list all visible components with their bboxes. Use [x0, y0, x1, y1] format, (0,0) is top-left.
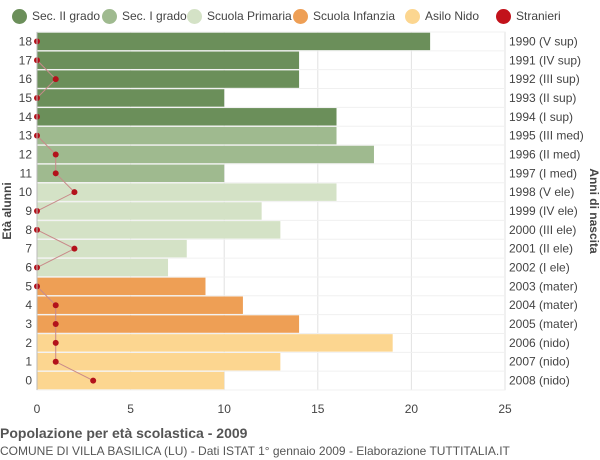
- legend-swatch-stranieri: [496, 8, 511, 24]
- age-label: 16: [19, 72, 33, 86]
- birth-year-label: 1990 (V sup): [509, 34, 578, 48]
- age-label: 7: [25, 242, 32, 256]
- birth-year-label: 2002 (I ele): [509, 261, 570, 275]
- legend-item-nido: Asilo Nido: [405, 6, 479, 26]
- birth-year-label: 2001 (II ele): [509, 242, 573, 256]
- birth-year-label: 1994 (I sup): [509, 110, 573, 124]
- x-tick-label: 20: [405, 402, 419, 416]
- bar-age-5: [37, 277, 206, 296]
- bar-age-6: [37, 258, 169, 277]
- age-label: 6: [25, 261, 32, 275]
- birth-year-label: 1998 (V ele): [509, 185, 574, 199]
- birth-year-label: 2003 (mater): [509, 279, 578, 293]
- age-label: 15: [19, 91, 33, 105]
- legend-item-sec2: Sec. II grado: [12, 6, 100, 26]
- x-tick-label: 10: [218, 402, 232, 416]
- bar-age-16: [37, 70, 300, 88]
- age-label: 9: [25, 204, 32, 218]
- bar-age-18: [37, 32, 431, 51]
- age-label: 10: [19, 185, 33, 199]
- legend-swatch-nido: [405, 8, 420, 24]
- birth-year-label: 1993 (II sup): [509, 91, 576, 105]
- bar-age-1: [37, 353, 281, 371]
- legend-item-primaria: Scuola Primaria: [187, 6, 292, 26]
- age-label: 5: [25, 279, 32, 293]
- legend: Sec. II grado Sec. I grado Scuola Primaria…: [0, 6, 600, 26]
- birth-year-label: 1997 (I med): [509, 166, 577, 180]
- legend-label-sec2: Sec. II grado: [32, 9, 101, 23]
- y-axis-title-left: Età alunni: [0, 182, 14, 239]
- birth-year-label: 2004 (mater): [509, 298, 578, 312]
- bar-age-7: [37, 239, 187, 258]
- birth-year-label: 1992 (III sup): [509, 72, 580, 86]
- legend-swatch-infanzia: [293, 8, 308, 24]
- stranieri-point-age-4: [52, 302, 59, 309]
- stranieri-point-age-0: [90, 377, 97, 384]
- bar-age-12: [37, 145, 374, 164]
- bar-age-14: [37, 108, 337, 126]
- bar-age-0: [37, 371, 225, 390]
- stranieri-point-age-16: [52, 76, 59, 83]
- age-label: 0: [25, 374, 32, 388]
- stranieri-point-age-1: [52, 358, 59, 365]
- age-label: 12: [19, 147, 33, 161]
- birth-year-label: 2006 (nido): [509, 336, 570, 350]
- legend-label-sec1: Sec. I grado: [122, 9, 187, 23]
- legend-swatch-primaria: [187, 8, 202, 24]
- birth-year-label: 2005 (mater): [509, 317, 578, 331]
- x-tick-label: 25: [498, 402, 512, 416]
- bar-age-8: [37, 221, 281, 239]
- legend-label-nido: Asilo Nido: [425, 9, 480, 23]
- legend-item-sec1: Sec. I grado: [102, 6, 187, 26]
- bar-age-11: [37, 164, 225, 183]
- legend-label-stranieri: Stranieri: [516, 9, 561, 23]
- chart-title: Popolazione per età scolastica - 2009: [0, 425, 248, 441]
- bar-age-15: [37, 89, 225, 107]
- legend-swatch-sec1: [102, 8, 117, 24]
- stranieri-point-age-2: [52, 339, 59, 346]
- age-label: 13: [19, 129, 33, 143]
- age-label: 14: [19, 110, 33, 124]
- birth-year-label: 2007 (nido): [509, 355, 570, 369]
- bar-age-17: [37, 51, 300, 69]
- birth-year-label: 1991 (IV sup): [509, 53, 581, 67]
- age-label: 11: [20, 166, 33, 180]
- bar-age-10: [37, 183, 337, 201]
- birth-year-label: 1996 (II med): [509, 147, 580, 161]
- x-tick-label: 15: [311, 402, 325, 416]
- x-tick-label: 5: [127, 402, 134, 416]
- legend-item-stranieri: Stranieri: [496, 6, 561, 26]
- stranieri-point-age-7: [71, 245, 78, 252]
- bar-age-2: [37, 334, 393, 352]
- age-label: 2: [25, 336, 32, 350]
- legend-swatch-sec2: [12, 8, 27, 24]
- age-label: 17: [19, 53, 33, 67]
- age-label: 3: [25, 317, 32, 331]
- y-axis-title-right: Anni di nascita: [587, 168, 600, 254]
- birth-year-label: 1995 (III med): [509, 129, 584, 143]
- age-label: 4: [25, 298, 32, 312]
- birth-year-label: 2000 (III ele): [509, 223, 576, 237]
- stranieri-point-age-3: [52, 321, 59, 328]
- age-label: 1: [25, 355, 32, 369]
- bar-age-4: [37, 296, 243, 314]
- stranieri-point-age-12: [52, 151, 59, 158]
- legend-label-primaria: Scuola Primaria: [207, 9, 292, 23]
- x-tick-label: 0: [34, 402, 41, 416]
- stranieri-point-age-11: [52, 170, 59, 177]
- bar-age-3: [37, 315, 300, 333]
- legend-item-infanzia: Scuola Infanzia: [293, 6, 395, 26]
- bar-age-13: [37, 126, 337, 145]
- age-label: 8: [25, 223, 32, 237]
- bar-age-9: [37, 202, 262, 220]
- legend-label-infanzia: Scuola Infanzia: [313, 9, 396, 23]
- chart-subtitle: COMUNE DI VILLA BASILICA (LU) - Dati IST…: [0, 444, 510, 458]
- age-label: 18: [19, 34, 33, 48]
- stranieri-point-age-10: [71, 189, 78, 196]
- birth-year-label: 2008 (nido): [509, 374, 570, 388]
- birth-year-label: 1999 (IV ele): [509, 204, 578, 218]
